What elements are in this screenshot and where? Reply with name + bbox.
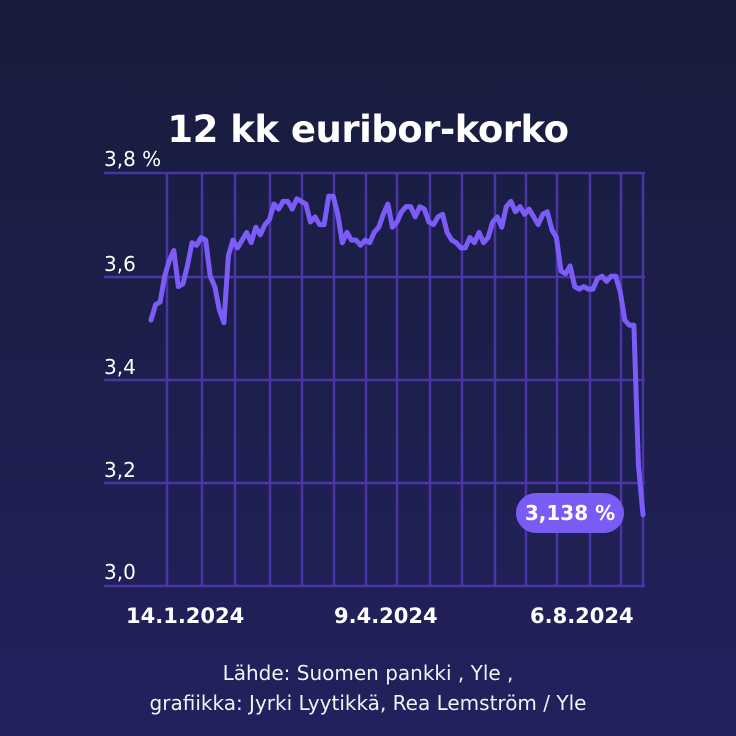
x-tick-start: 14.1.2024	[126, 604, 245, 628]
y-tick-3-2: 3,2	[104, 458, 136, 482]
source-credits: Lähde: Suomen pankki , Yle , grafiikka: …	[0, 658, 736, 718]
source-line: Lähde: Suomen pankki , Yle ,	[222, 661, 514, 685]
y-tick-3-8: 3,8 %	[104, 147, 162, 171]
chart-title: 12 kk euribor-korko	[167, 108, 569, 151]
y-tick-3-0: 3,0	[104, 560, 136, 584]
euribor-line	[148, 193, 646, 518]
credits-line: grafiikka: Jyrki Lyytikkä, Rea Lemström …	[149, 691, 587, 715]
x-tick-mid: 9.4.2024	[334, 604, 438, 628]
y-tick-3-6: 3,6	[104, 252, 136, 276]
last-value-badge: 3,138 %	[516, 493, 624, 533]
x-tick-end: 6.8.2024	[530, 604, 634, 628]
y-tick-3-4: 3,4	[104, 355, 136, 379]
